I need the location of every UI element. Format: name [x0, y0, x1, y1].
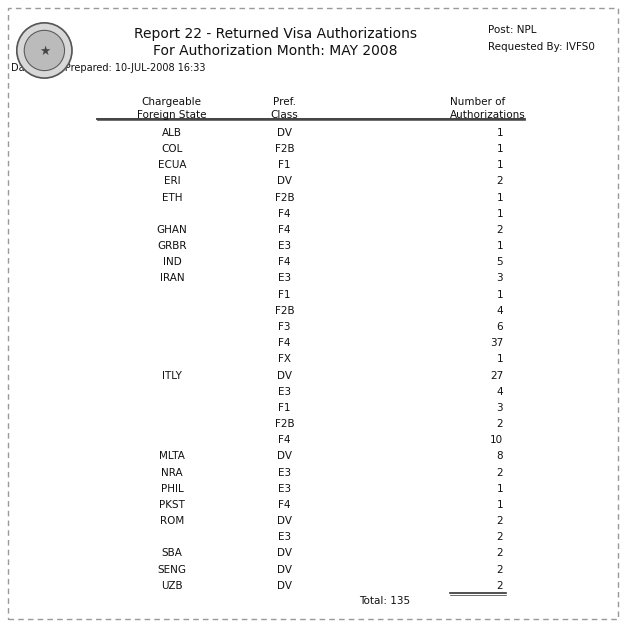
Text: E3: E3: [278, 241, 291, 251]
Text: E3: E3: [278, 468, 291, 478]
Text: 1: 1: [496, 161, 503, 171]
Text: For Authorization Month: MAY 2008: For Authorization Month: MAY 2008: [152, 44, 398, 58]
Text: 1: 1: [496, 209, 503, 219]
Text: Post: NPL: Post: NPL: [488, 25, 536, 35]
Text: GRBR: GRBR: [157, 241, 187, 251]
Text: F4: F4: [278, 257, 291, 267]
Text: F4: F4: [278, 435, 291, 445]
Text: 3: 3: [496, 273, 503, 283]
Text: ECUA: ECUA: [158, 161, 186, 171]
Text: 2: 2: [496, 419, 503, 429]
Text: ERI: ERI: [164, 176, 180, 186]
Text: DV: DV: [277, 565, 292, 575]
Text: 2: 2: [496, 176, 503, 186]
Text: E3: E3: [278, 387, 291, 397]
Text: ITLY: ITLY: [162, 371, 182, 381]
Text: 10: 10: [490, 435, 503, 445]
Text: 1: 1: [496, 484, 503, 494]
Text: 2: 2: [496, 468, 503, 478]
Text: IRAN: IRAN: [159, 273, 184, 283]
Text: 4: 4: [496, 306, 503, 316]
Text: Chargeable
Foreign State: Chargeable Foreign State: [137, 97, 207, 120]
Text: 2: 2: [496, 565, 503, 575]
Text: 2: 2: [496, 225, 503, 235]
Text: DV: DV: [277, 516, 292, 526]
Text: Pref.
Class: Pref. Class: [271, 97, 298, 120]
Text: DV: DV: [277, 128, 292, 138]
Text: 8: 8: [496, 451, 503, 461]
Text: ETH: ETH: [162, 192, 182, 203]
Text: 1: 1: [496, 192, 503, 203]
Text: 6: 6: [496, 322, 503, 332]
Text: F1: F1: [278, 161, 291, 171]
Text: 27: 27: [490, 371, 503, 381]
Text: PHIL: PHIL: [161, 484, 183, 494]
Text: COL: COL: [161, 144, 182, 154]
Text: F1: F1: [278, 403, 291, 413]
Text: ★: ★: [39, 45, 50, 58]
Text: Requested By: IVFS0: Requested By: IVFS0: [488, 42, 594, 52]
Text: FX: FX: [278, 354, 291, 364]
Text: F3: F3: [278, 322, 291, 332]
Text: F2B: F2B: [274, 144, 294, 154]
Text: GHAN: GHAN: [156, 225, 188, 235]
Text: SENG: SENG: [158, 565, 186, 575]
Text: ROM: ROM: [160, 516, 184, 526]
Text: F4: F4: [278, 338, 291, 348]
Text: IND: IND: [162, 257, 181, 267]
Text: 2: 2: [496, 549, 503, 559]
Text: 1: 1: [496, 290, 503, 300]
Text: Total: 135: Total: 135: [359, 596, 411, 606]
Text: 2: 2: [496, 516, 503, 526]
Text: MLTA: MLTA: [159, 451, 185, 461]
Text: 1: 1: [496, 354, 503, 364]
Text: 5: 5: [496, 257, 503, 267]
Text: DV: DV: [277, 176, 292, 186]
Text: DV: DV: [277, 451, 292, 461]
Text: 3: 3: [496, 403, 503, 413]
Text: E3: E3: [278, 273, 291, 283]
Text: Date/Time Prepared: 10-JUL-2008 16:33: Date/Time Prepared: 10-JUL-2008 16:33: [11, 63, 206, 73]
Circle shape: [24, 30, 64, 71]
Text: UZB: UZB: [161, 581, 182, 591]
Text: Report 22 - Returned Visa Authorizations: Report 22 - Returned Visa Authorizations: [134, 27, 416, 41]
Text: NRA: NRA: [161, 468, 182, 478]
Text: 1: 1: [496, 144, 503, 154]
Text: DV: DV: [277, 581, 292, 591]
Circle shape: [17, 23, 72, 78]
Text: DV: DV: [277, 371, 292, 381]
Text: Number of
Authorizations: Number of Authorizations: [450, 97, 526, 120]
Text: F4: F4: [278, 225, 291, 235]
Text: F2B: F2B: [274, 419, 294, 429]
Text: F2B: F2B: [274, 306, 294, 316]
Text: 4: 4: [496, 387, 503, 397]
Text: 1: 1: [496, 500, 503, 510]
Text: ALB: ALB: [162, 128, 182, 138]
Text: SBA: SBA: [161, 549, 182, 559]
Text: 37: 37: [490, 338, 503, 348]
Text: F4: F4: [278, 209, 291, 219]
Text: 2: 2: [496, 532, 503, 542]
Text: F4: F4: [278, 500, 291, 510]
Text: 1: 1: [496, 241, 503, 251]
Text: F1: F1: [278, 290, 291, 300]
Text: E3: E3: [278, 484, 291, 494]
Text: 1: 1: [496, 128, 503, 138]
Text: F2B: F2B: [274, 192, 294, 203]
Text: DV: DV: [277, 549, 292, 559]
Text: PKST: PKST: [159, 500, 185, 510]
Text: E3: E3: [278, 532, 291, 542]
Text: 2: 2: [496, 581, 503, 591]
